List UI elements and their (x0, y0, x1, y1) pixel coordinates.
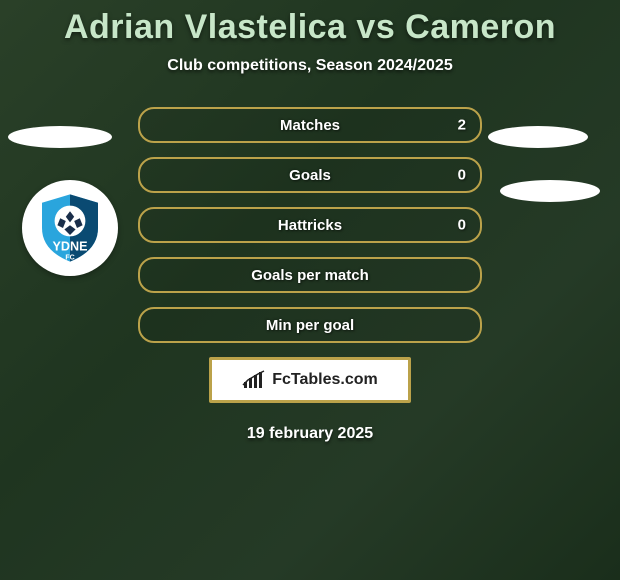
stat-label: Matches (280, 117, 340, 134)
stat-value: 0 (458, 217, 466, 234)
club-shield-icon: YDNE FC (35, 193, 105, 263)
stat-row-matches: Matches 2 (138, 107, 482, 143)
stat-row-goals-per-match: Goals per match (138, 257, 482, 293)
brand-text: FcTables.com (272, 371, 378, 389)
player-right-placeholder-2 (500, 180, 600, 202)
stat-value: 0 (458, 167, 466, 184)
stat-row-goals: Goals 0 (138, 157, 482, 193)
club-logo-text: YDNE (53, 239, 88, 253)
stat-label: Goals per match (251, 267, 369, 284)
club-logo-subtext: FC (65, 255, 74, 262)
page-subtitle: Club competitions, Season 2024/2025 (0, 57, 620, 75)
stat-value: 2 (458, 117, 466, 134)
stat-label: Goals (289, 167, 331, 184)
brand-link[interactable]: FcTables.com (209, 357, 411, 403)
stat-label: Min per goal (266, 317, 354, 334)
stat-row-min-per-goal: Min per goal (138, 307, 482, 343)
comparison-card: Adrian Vlastelica vs Cameron Club compet… (0, 0, 620, 580)
player-right-placeholder-1 (488, 126, 588, 148)
stat-row-hattricks: Hattricks 0 (138, 207, 482, 243)
club-logo: YDNE FC (22, 180, 118, 276)
date-text: 19 february 2025 (0, 425, 620, 443)
page-title: Adrian Vlastelica vs Cameron (0, 0, 620, 47)
bar-chart-icon (242, 370, 268, 390)
player-left-placeholder (8, 126, 112, 148)
stat-label: Hattricks (278, 217, 342, 234)
